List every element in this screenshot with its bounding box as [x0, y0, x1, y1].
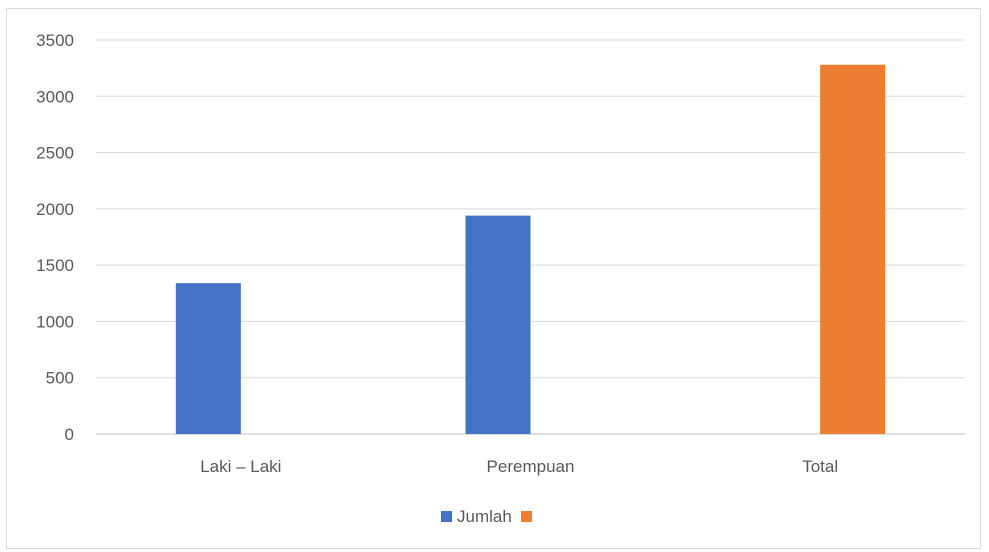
x-tick-label: Perempuan: [487, 457, 575, 476]
x-tick-label: Laki – Laki: [200, 457, 281, 476]
y-tick-label: 2500: [36, 144, 74, 163]
legend-swatch-series-2: [521, 511, 532, 522]
y-tick-label: 1500: [36, 256, 74, 275]
bar-1-series-1: [175, 283, 241, 434]
x-axis-ticks: Laki – Laki Perempuan Total: [200, 457, 838, 476]
x-tick-label: Total: [802, 457, 838, 476]
y-tick-label: 500: [46, 369, 74, 388]
y-tick-label: 2000: [36, 200, 74, 219]
y-tick-label: 3000: [36, 87, 74, 106]
bar-3-series-2: [820, 64, 886, 434]
legend: Jumlah: [441, 507, 532, 526]
y-axis-ticks: 0 500 1000 1500 2000 2500 3000 3500: [36, 31, 74, 444]
bar-2-series-1: [465, 215, 531, 434]
legend-swatch-jumlah: [441, 511, 452, 522]
bars: [175, 64, 886, 434]
y-tick-label: 3500: [36, 31, 74, 50]
legend-label-jumlah: Jumlah: [457, 507, 512, 526]
y-tick-label: 1000: [36, 312, 74, 331]
y-tick-label: 0: [65, 425, 74, 444]
